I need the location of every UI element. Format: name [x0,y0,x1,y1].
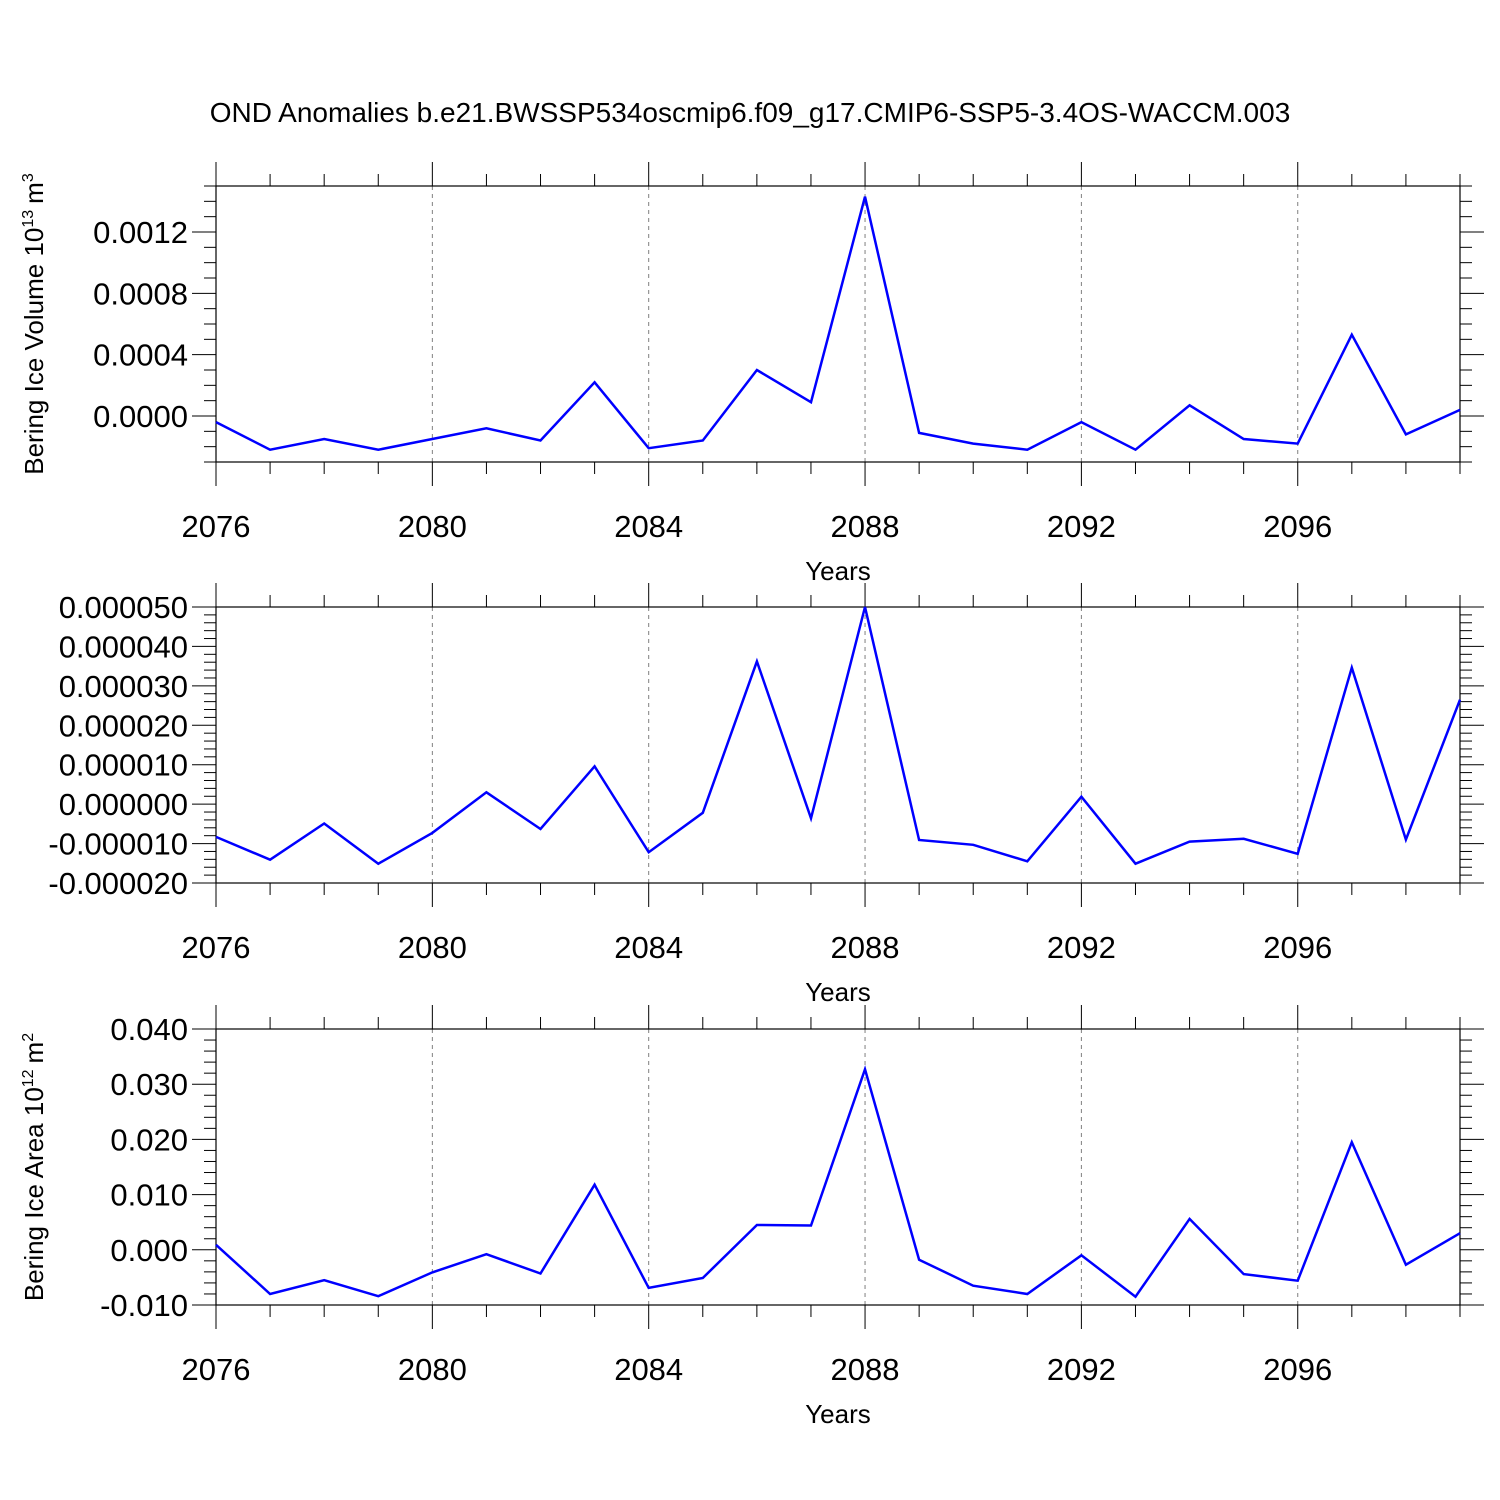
x-tick-label: 2092 [1047,509,1116,544]
y-tick-label: 0.000 [110,1233,188,1268]
y-tick-label: 0.0008 [93,276,188,311]
y-axis-label-unit: m [19,1042,49,1064]
x-tick-label: 2076 [182,930,251,965]
panel-1: 2076 2080 2084 2088 2092 2096 Years 0.0000 0.000… [19,162,1484,586]
y-tick-label: 0.000000 [59,787,188,822]
x-tick-label: 2092 [1047,1352,1116,1387]
x-tick-label: 2092 [1047,930,1116,965]
y-tick-label: 0.000020 [59,708,188,743]
x-tick-label: 2088 [831,509,900,544]
x-axis-label: Years [805,977,871,1007]
x-tick-label: 2096 [1263,509,1332,544]
x-tick-label: 2084 [614,1352,683,1387]
y-tick-label: 0.0004 [93,338,188,373]
y-tick-label: 0.0012 [93,215,188,250]
y-tick-label: 0.0000 [93,399,188,434]
series-line [215,1065,1461,1299]
x-tick-label: 2084 [614,930,683,965]
series-line [215,196,1461,452]
y-tick-label: 0.000050 [59,590,188,625]
panels: 2076 2080 2084 2088 2092 2096 Years 0.0000 0.000… [19,162,1484,1429]
x-tick-label: 2084 [614,509,683,544]
x-tick-label: 2088 [831,1352,900,1387]
y-axis-label-text: Bering Ice Area 10 [19,1087,49,1301]
y-axis-label-exponent: 13 [20,210,37,228]
plot-frame [215,606,1461,884]
x-tick-label: 2080 [398,930,467,965]
x-tick-label: 2080 [398,1352,467,1387]
x-tick-label: 2076 [182,509,251,544]
y-tick-label: 0.030 [110,1067,188,1102]
x-tick-label: 2096 [1263,930,1332,965]
y-tick-label: 0.020 [110,1122,188,1157]
x-tick-label: 2096 [1263,1352,1332,1387]
x-tick-label: 2088 [831,930,900,965]
y-axis-label-unit-exponent: 2 [20,1033,37,1042]
y-axis-label-text: Bering Ice Volume 10 [19,228,49,475]
x-tick-label: 2080 [398,509,467,544]
plot-frame [215,1028,1461,1306]
panel-2: 2076 2080 2084 2088 2092 2096 Years -0.000020 -0… [48,583,1484,1007]
panel-3: 2076 2080 2084 2088 2092 2096 Years -0.010 0.000… [19,1005,1484,1429]
y-tick-label: -0.000020 [48,866,188,901]
x-axis-label: Years [805,556,871,586]
y-tick-label: -0.010 [100,1288,188,1323]
x-axis-label: Years [805,1399,871,1429]
y-tick-label: 0.000040 [59,629,188,664]
x-tick-label: 2076 [182,1352,251,1387]
y-tick-label: 0.040 [110,1012,188,1047]
y-tick-label: 0.010 [110,1178,188,1213]
y-tick-label: 0.000010 [59,748,188,783]
series-line [215,606,1462,866]
y-tick-label: 0.000030 [59,669,188,704]
figure-title: OND Anomalies b.e21.BWSSP534oscmip6.f09_… [210,97,1291,128]
plot-frame [215,185,1461,463]
y-axis-label-unit: m [19,182,49,204]
y-tick-label: -0.000010 [48,827,188,862]
y-axis-label-exponent: 12 [20,1069,37,1087]
y-axis-label: Bering Ice Area 1012 m2 [19,1033,49,1301]
y-axis-label-unit-exponent: 3 [20,173,37,182]
y-axis-label: Bering Ice Volume 1013 m3 [19,173,49,475]
